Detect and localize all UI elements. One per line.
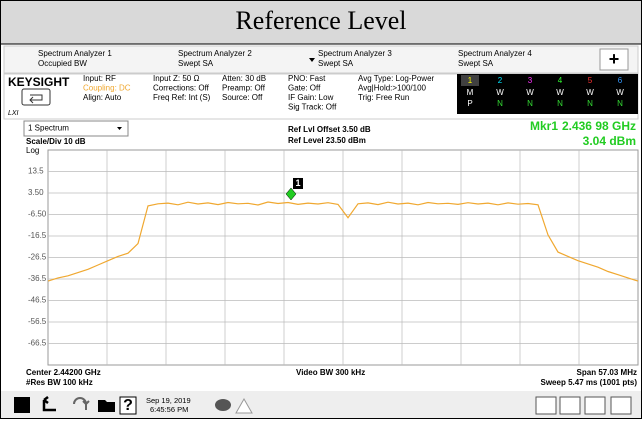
setting: Source: Off	[222, 93, 263, 102]
setting: Corrections: Off	[153, 84, 210, 93]
y-tick-label: 13.5	[28, 167, 44, 176]
marker-name: Mkr1	[530, 119, 558, 133]
y-tick-label: -6.50	[28, 210, 47, 219]
tab-add-button[interactable]	[599, 48, 629, 71]
tab-title[interactable]: Spectrum Analyzer 1	[38, 49, 112, 58]
res-bw: #Res BW 100 kHz	[26, 378, 93, 387]
help-button[interactable]: ?	[123, 397, 133, 414]
keypad-button[interactable]	[535, 396, 557, 415]
y-tick-label: -66.5	[28, 339, 47, 348]
setting: Freq Ref: Int (S)	[153, 93, 211, 102]
window-dropdown[interactable]	[23, 120, 129, 137]
lxi: LXI	[8, 110, 19, 117]
folder-button[interactable]	[98, 400, 115, 412]
layout-button[interactable]	[584, 396, 606, 415]
title-bar	[1, 1, 641, 44]
trace-number: 6	[618, 76, 623, 85]
trace-mode: W	[556, 88, 564, 97]
y-tick-label: -56.5	[28, 317, 47, 326]
trace-number: 3	[528, 76, 533, 85]
center-frequency: Center 2.44200 GHz	[26, 368, 101, 377]
tab-bar	[3, 45, 639, 74]
windows-button[interactable]	[14, 397, 30, 413]
trace-select	[461, 75, 479, 86]
zoom-button[interactable]	[610, 396, 632, 415]
scale-type: Log	[26, 146, 39, 155]
tab-arrow	[309, 58, 315, 62]
dropdown-arrow	[117, 127, 122, 130]
setting: IF Gain: Low	[288, 93, 334, 102]
setting: Avg|Hold:>100/100	[358, 84, 427, 93]
trace-mode: N	[617, 99, 623, 108]
trace-mode: N	[557, 99, 563, 108]
scale: Scale/Div 10 dB	[26, 137, 86, 146]
trace-mode: W	[526, 88, 534, 97]
setting: Preamp: Off	[222, 84, 266, 93]
ref-level: Ref Level 23.50 dBm	[288, 136, 366, 145]
tab-mode[interactable]: Swept SA	[318, 59, 354, 68]
trace-mode: W	[616, 88, 624, 97]
trace-mode: N	[587, 99, 593, 108]
trace-mode: N	[497, 99, 503, 108]
tab-mode[interactable]: Swept SA	[458, 59, 494, 68]
setting: Input: RF	[83, 74, 116, 83]
ref-offset: Ref Lvl Offset 3.50 dB	[288, 125, 371, 134]
setting: Align: Auto	[83, 93, 122, 102]
tab-mode[interactable]: Swept SA	[178, 59, 214, 68]
setting: Gate: Off	[288, 84, 321, 93]
time: 6:45:56 PM	[150, 405, 188, 414]
trace-mode: N	[527, 99, 533, 108]
trace-number: 1	[468, 76, 473, 85]
chat-icon[interactable]	[215, 399, 231, 411]
tab-title[interactable]: Spectrum Analyzer 4	[458, 49, 532, 58]
trace-mode: W	[586, 88, 594, 97]
video-bw: Video BW 300 kHz	[296, 368, 365, 377]
trace-mode: M	[467, 88, 474, 97]
tab-title[interactable]: Spectrum Analyzer 3	[318, 49, 392, 58]
date: Sep 19, 2019	[146, 396, 191, 405]
trace-mode: W	[496, 88, 504, 97]
y-tick-label: -26.5	[28, 253, 47, 262]
marker	[285, 187, 297, 201]
touch-button[interactable]	[559, 396, 581, 415]
setting: PNO: Fast	[288, 74, 326, 83]
marker-value: 3.04 dBm	[583, 134, 636, 148]
y-tick-label: -16.5	[28, 231, 47, 240]
trace-mode: P	[467, 99, 472, 108]
trace-number: 4	[558, 76, 563, 85]
undo-button[interactable]	[42, 396, 56, 412]
trace-number: 2	[498, 76, 503, 85]
return-arrow	[29, 94, 43, 104]
tab-add[interactable]: +	[609, 49, 620, 69]
setting: Input Z: 50 Ω	[153, 74, 199, 83]
brand: KEYSIGHT	[8, 75, 70, 89]
y-tick-label: -46.5	[28, 296, 47, 305]
marker-label: 1	[295, 178, 300, 188]
marker-tag	[293, 177, 303, 189]
return-icon[interactable]	[21, 88, 51, 106]
marker-frequency: 2.436 98 GHz	[562, 119, 636, 133]
sweep: Sweep 5.47 ms (1001 pts)	[541, 378, 638, 387]
tab-title[interactable]: Spectrum Analyzer 2	[178, 49, 252, 58]
window-label[interactable]: 1 Spectrum	[28, 124, 69, 133]
setting: Atten: 30 dB	[222, 74, 266, 83]
setting: Sig Track: Off	[288, 103, 337, 112]
trace-table	[457, 74, 638, 114]
span: Span 57.03 MHz	[577, 368, 637, 377]
trace	[47, 201, 639, 282]
help-box[interactable]	[119, 396, 137, 415]
redo-button[interactable]	[73, 397, 90, 410]
setting: Coupling: DC	[83, 84, 131, 93]
trace-number: 5	[588, 76, 593, 85]
setting: Avg Type: Log-Power	[358, 74, 435, 83]
y-tick-label: 3.50	[28, 188, 44, 197]
tab-mode[interactable]: Occupied BW	[38, 59, 87, 68]
y-tick-label: -36.5	[28, 274, 47, 283]
setting: Trig: Free Run	[358, 93, 409, 102]
title: Reference Level	[235, 6, 406, 35]
warning-icon[interactable]	[235, 397, 253, 414]
